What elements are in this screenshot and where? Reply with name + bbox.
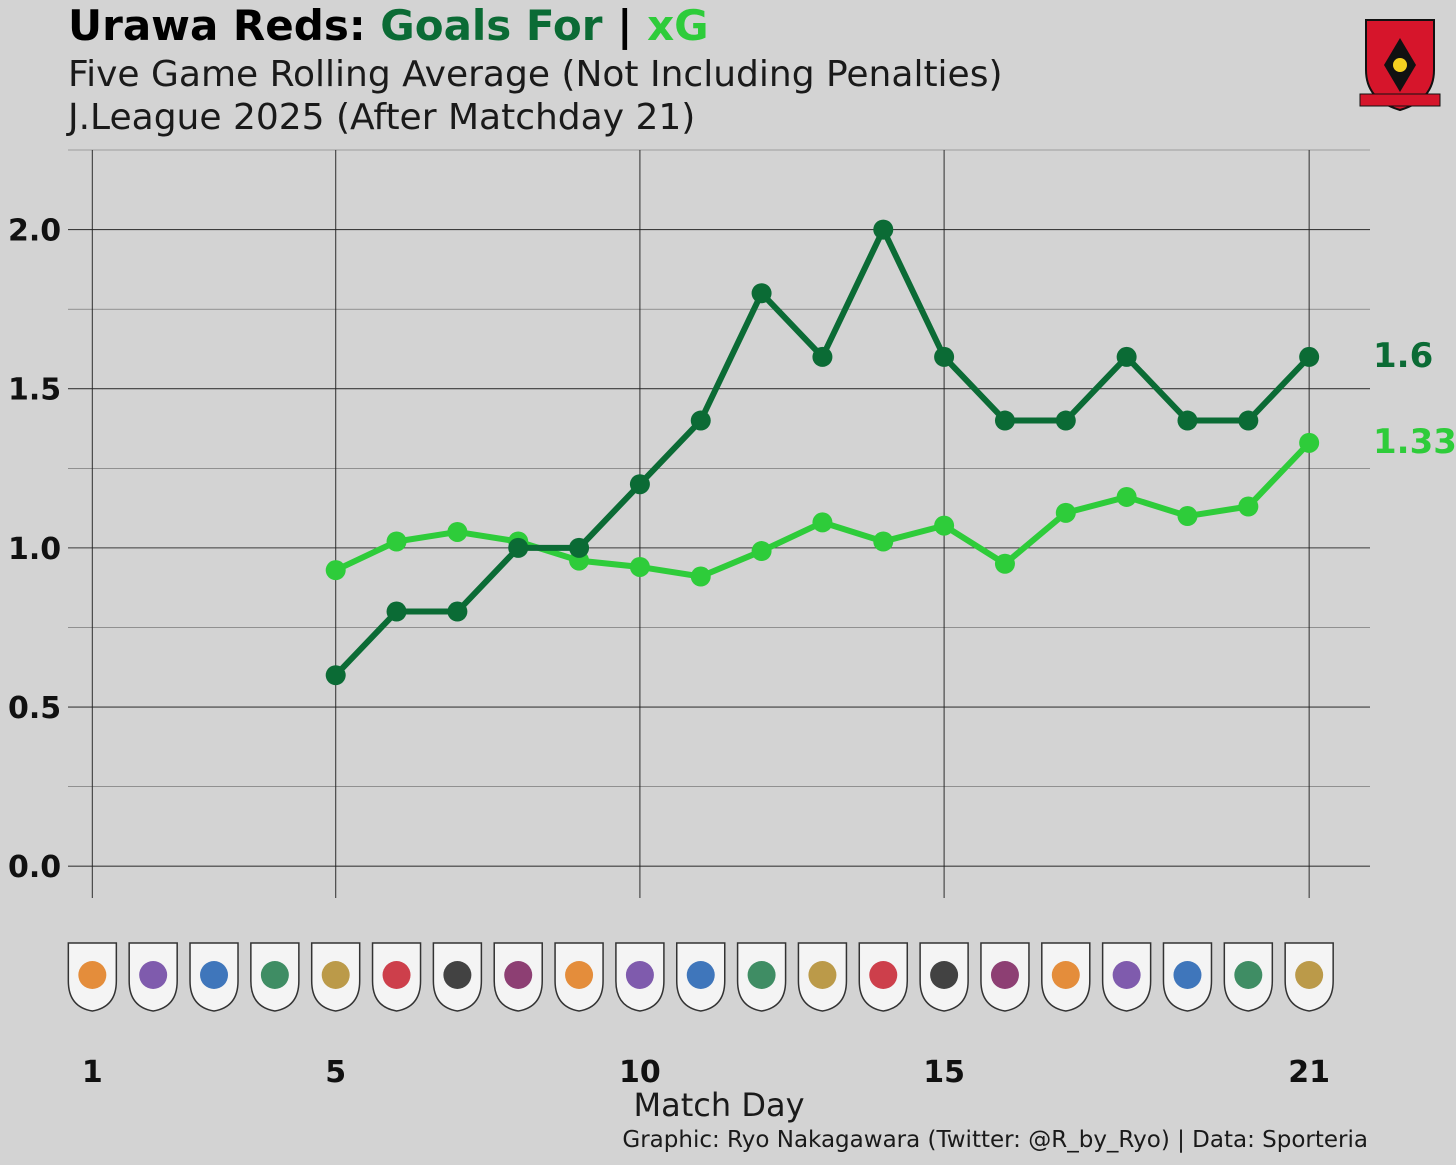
xg-point bbox=[629, 556, 650, 577]
albirex-niigata-badge-icon bbox=[980, 942, 1030, 1012]
caption: Graphic: Ryo Nakagawara (Twitter: @R_by_… bbox=[622, 1127, 1368, 1153]
yokohama-f-marinos-badge-icon bbox=[736, 942, 787, 1012]
urawa-reds-crest-icon bbox=[1359, 19, 1441, 112]
goals-for-point bbox=[1055, 410, 1076, 431]
goals-for-line bbox=[332, 226, 1313, 679]
xg-point bbox=[873, 531, 894, 552]
kyoto-sanga-badge-icon bbox=[675, 942, 726, 1012]
x-tick-label: 1 bbox=[82, 1055, 103, 1090]
x-tick-label: 10 bbox=[619, 1055, 661, 1090]
xg-point bbox=[447, 521, 468, 542]
goals-for-point bbox=[934, 346, 955, 367]
goals-for-point bbox=[1299, 346, 1320, 367]
avispa-fukuoka-badge-icon bbox=[554, 942, 604, 1012]
title-separator: | bbox=[602, 1, 648, 50]
xg-line bbox=[332, 439, 1313, 580]
xg-point bbox=[325, 560, 346, 581]
goals-for-point bbox=[812, 346, 833, 367]
yokohama-fc-badge-icon bbox=[1284, 942, 1334, 1012]
xg-point bbox=[1055, 502, 1076, 523]
goals-for-point bbox=[1177, 410, 1198, 431]
chart-subtitle-line2: J.League 2025 (After Matchday 21) bbox=[68, 97, 696, 138]
title-team: Urawa Reds: bbox=[68, 1, 381, 50]
y-tick-label: 1.5 bbox=[8, 373, 61, 408]
title-xg: xG bbox=[647, 1, 709, 50]
kyoto-sanga-badge-icon bbox=[128, 942, 178, 1012]
kashima-antlers-badge-icon bbox=[371, 942, 422, 1012]
sanfrecce-hiroshima-badge-icon bbox=[797, 942, 848, 1012]
cerezo-osaka-badge-icon bbox=[432, 942, 483, 1012]
nagoya-grampus-badge-icon bbox=[1162, 942, 1213, 1012]
xg-end-label: 1.33 bbox=[1373, 422, 1456, 462]
goals-for-point bbox=[1238, 410, 1259, 431]
tokyo-verdy-badge-icon bbox=[858, 942, 909, 1012]
x-tick-label: 15 bbox=[923, 1055, 965, 1090]
x-tick-label: 21 bbox=[1288, 1055, 1330, 1090]
xg-point bbox=[994, 553, 1015, 574]
xg-point bbox=[1177, 506, 1198, 527]
kawasaki-frontale-badge-icon bbox=[1101, 942, 1152, 1012]
goals-for-point bbox=[873, 219, 894, 240]
y-tick-label: 0.5 bbox=[8, 691, 61, 726]
y-tick-label: 0.0 bbox=[8, 850, 61, 885]
goals-for-point bbox=[629, 474, 650, 495]
kashiwa-reysol-badge-icon bbox=[250, 942, 300, 1012]
cerezo-osaka-badge-icon bbox=[1223, 942, 1274, 1012]
fc-tokyo-badge-icon bbox=[1041, 942, 1091, 1012]
x-axis-title: Match Day bbox=[633, 1086, 805, 1124]
fagiano-okayama-badge-icon bbox=[310, 942, 361, 1012]
vissel-kobe-badge-icon bbox=[67, 942, 118, 1012]
y-tick-label: 1.0 bbox=[8, 532, 61, 567]
xg-point bbox=[1116, 486, 1137, 507]
goals-for-point bbox=[386, 601, 407, 622]
goals-for-point bbox=[447, 601, 468, 622]
goals-for-end-label: 1.6 bbox=[1373, 336, 1433, 376]
goals-for-point bbox=[508, 537, 529, 558]
y-tick-label: 2.0 bbox=[8, 214, 61, 249]
goals-for-point bbox=[690, 410, 711, 431]
xg-point bbox=[934, 515, 955, 536]
gamba-osaka-badge-icon bbox=[919, 942, 969, 1012]
goals-for-point bbox=[569, 537, 590, 558]
goals-for-point bbox=[325, 665, 346, 686]
xg-point bbox=[690, 566, 711, 587]
title-goals-for: Goals For bbox=[380, 1, 603, 50]
chart-title: Urawa Reds: Goals For | xG bbox=[68, 0, 709, 52]
machida-zelvia-badge-icon bbox=[615, 942, 665, 1012]
xg-point bbox=[1299, 432, 1320, 453]
shimizu-s-pulse-badge-icon bbox=[493, 942, 543, 1012]
x-tick-label: 5 bbox=[325, 1055, 346, 1090]
xg-point bbox=[386, 531, 407, 552]
goals-for-point bbox=[1116, 346, 1137, 367]
shonan-bellmare-badge-icon bbox=[189, 942, 239, 1012]
xg-point bbox=[812, 512, 833, 533]
goals-for-point bbox=[994, 410, 1015, 431]
goals-for-point bbox=[751, 283, 772, 304]
chart-subtitle-line1: Five Game Rolling Average (Not Including… bbox=[68, 54, 1003, 95]
xg-point bbox=[751, 541, 772, 562]
xg-point bbox=[1238, 496, 1259, 517]
